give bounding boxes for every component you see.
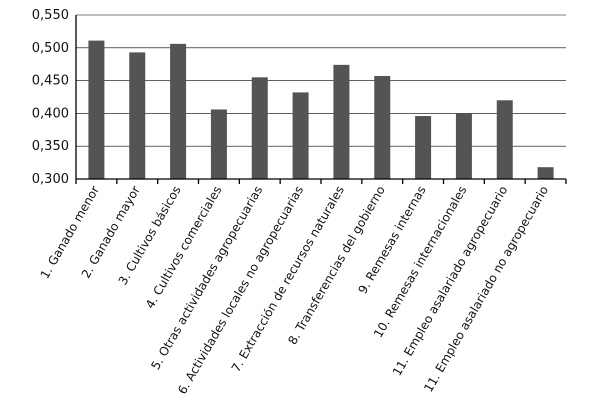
y-tick-label: 0,400 [32,106,69,121]
y-tick-label: 0,300 [32,172,69,187]
y-tick-label: 0,500 [32,41,69,56]
bars [88,40,554,179]
bar [251,77,268,179]
y-tick-label: 0,350 [32,139,69,154]
y-tick-label: 0,550 [32,8,69,23]
y-tick-label: 0,450 [32,74,69,89]
axes [75,15,567,184]
y-tick-labels: 0,300 0,350 0,400 0,450 0,500 0,550 [32,8,69,187]
bar [129,52,146,179]
bar [292,92,309,179]
bar [210,109,227,179]
x-tick-label: 4. Cultivos comerciales [143,184,225,311]
gridlines [76,14,566,147]
bar [455,113,472,179]
bar [88,40,105,179]
bar [170,43,187,179]
bar [374,76,391,179]
bar [415,116,432,179]
bar [333,64,350,179]
bar [537,167,554,179]
bar [496,100,513,179]
